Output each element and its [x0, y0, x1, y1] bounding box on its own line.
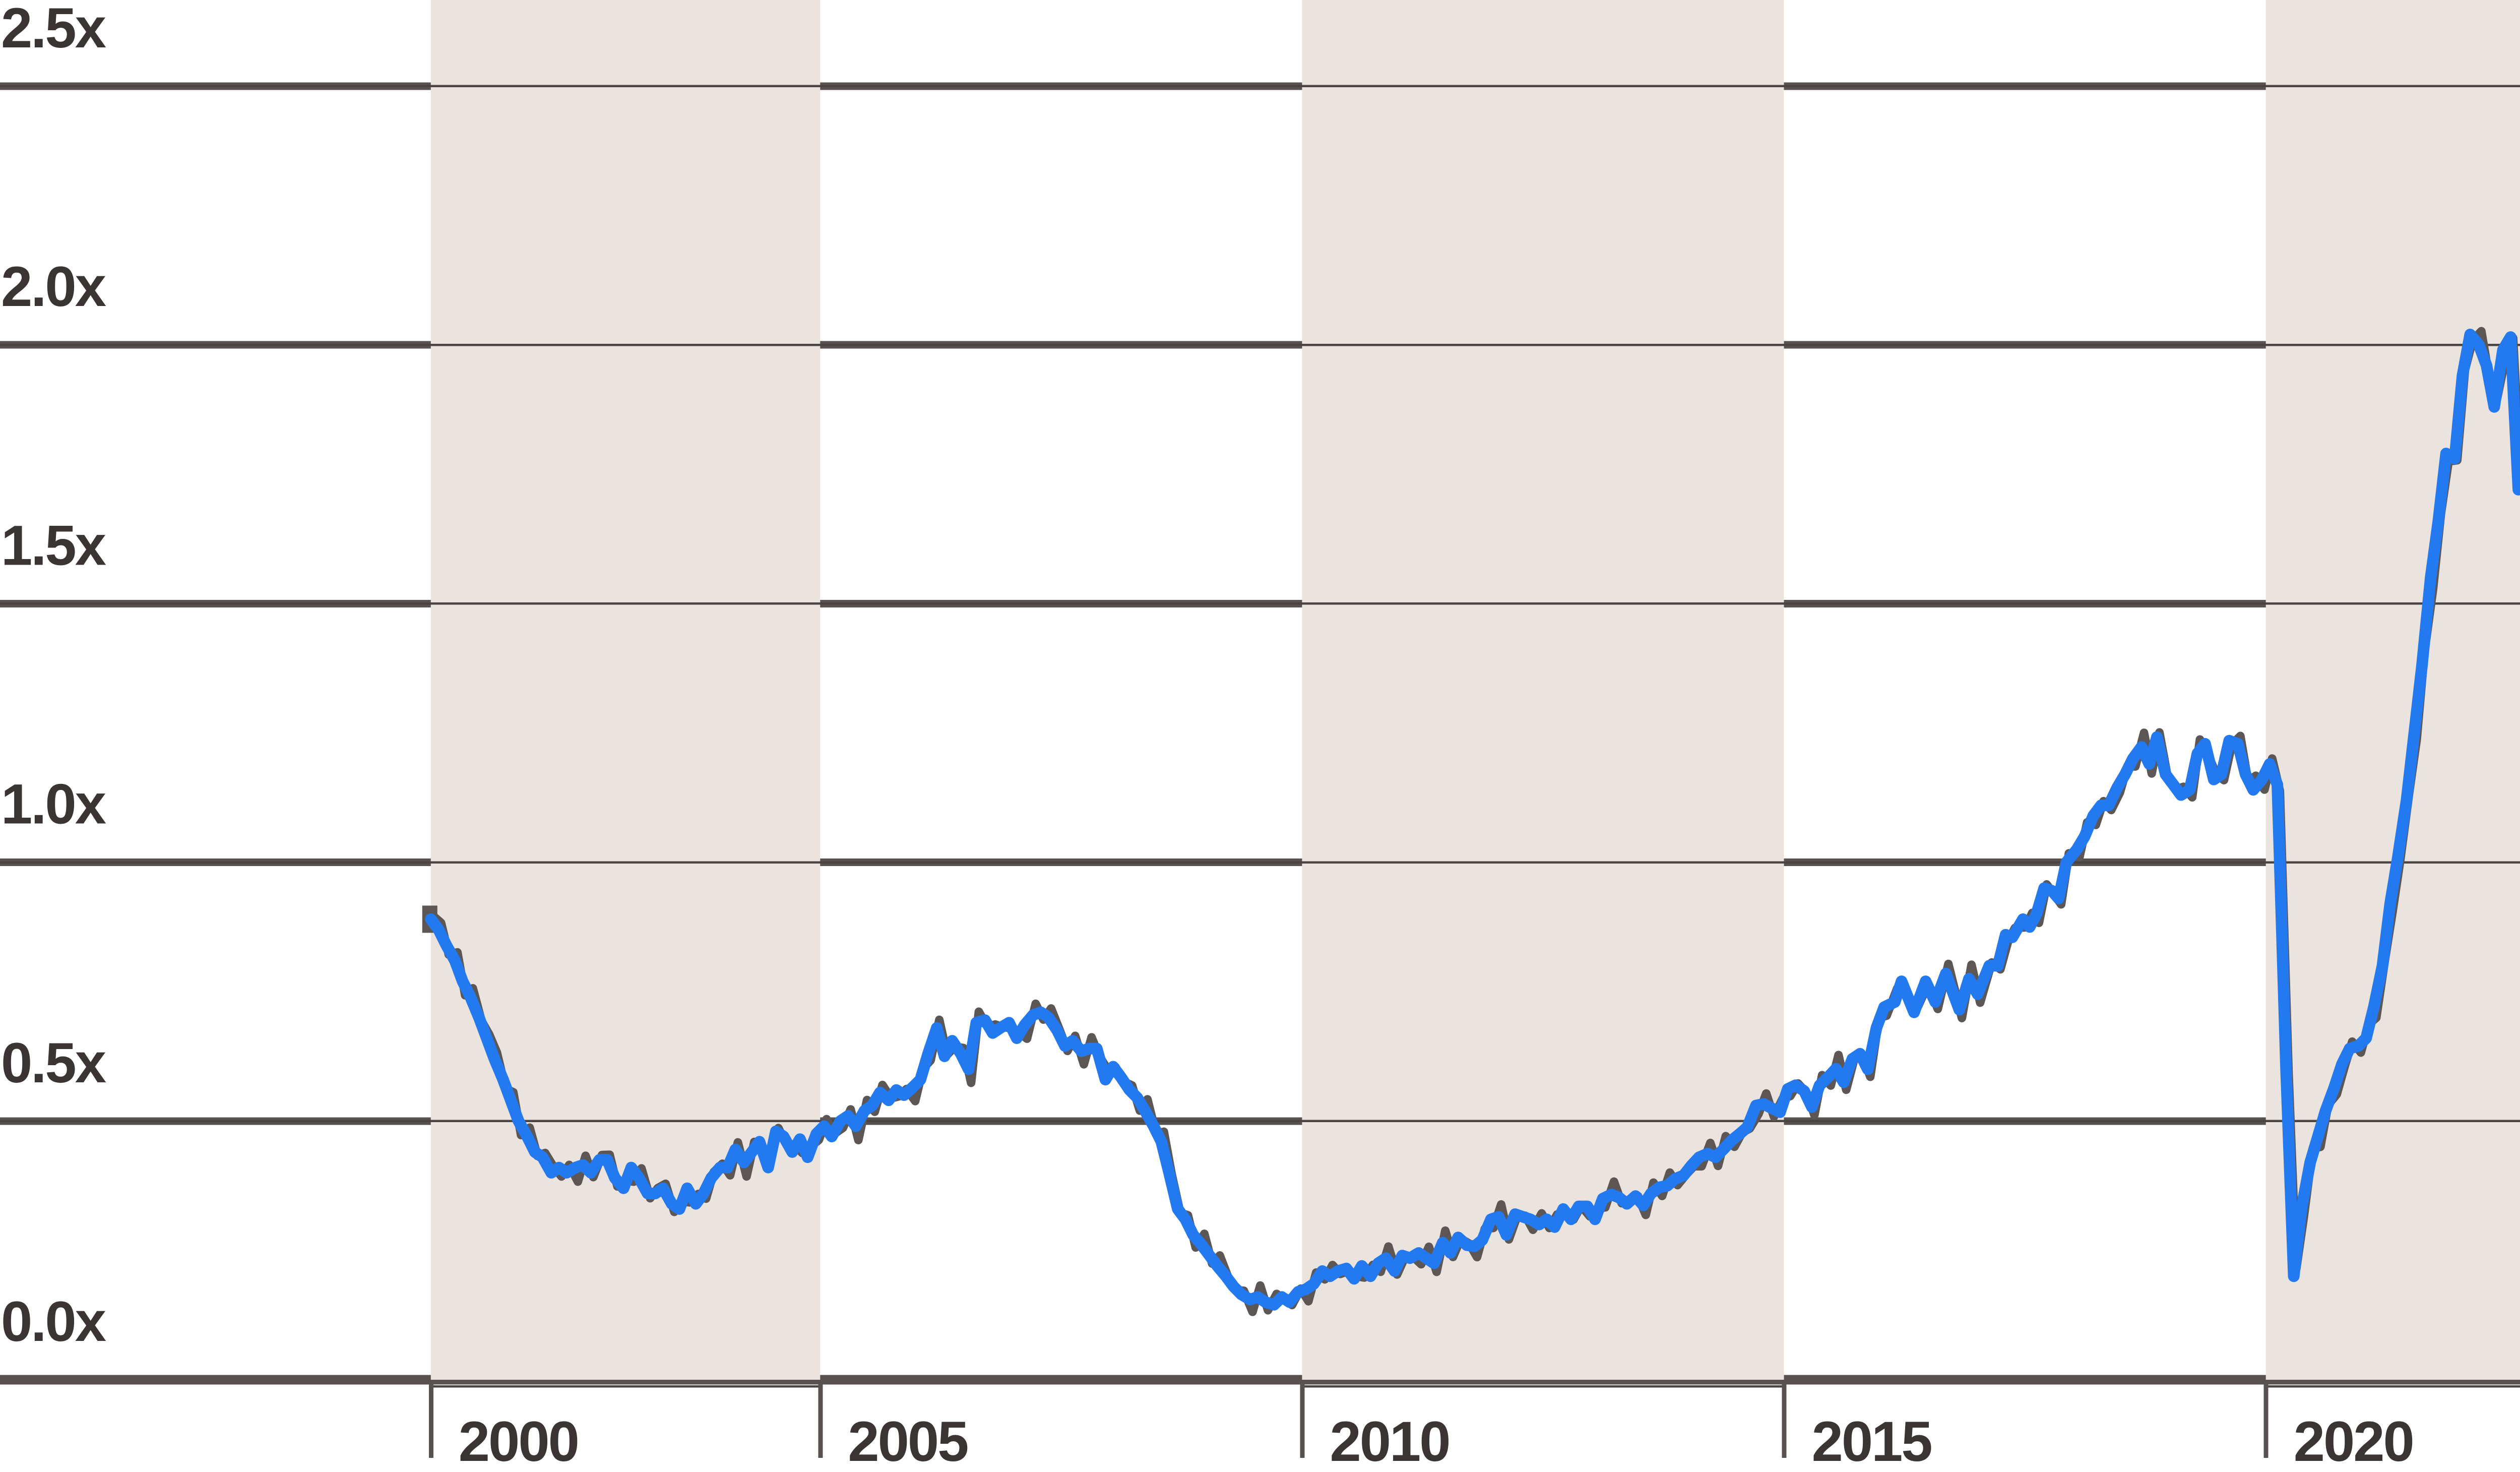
y-label-0.5x: 0.5x [1, 1031, 106, 1094]
gridline-thin-2 [0, 343, 2520, 346]
gridline-thin-1 [0, 861, 2520, 864]
gridlines-thin [0, 85, 2520, 1388]
gridline-thin-2.5 [0, 85, 2520, 88]
gridline-thick-0 [0, 1375, 2520, 1385]
gridline-thin-0.5 [0, 1120, 2520, 1123]
gridline-thin-0-seg1 [1302, 1385, 1784, 1388]
tick-2015 [1782, 1384, 1787, 1458]
x-axis-labels: 200020052010201520202025 [459, 1410, 2415, 1472]
tick-2005 [818, 1384, 823, 1458]
tick-2020 [2263, 1384, 2269, 1458]
gridline-thin-0-seg0 [430, 1385, 821, 1388]
band-1 [1302, 0, 1784, 1380]
x-label-2015: 2015 [1812, 1410, 1932, 1472]
x-label-2000: 2000 [459, 1410, 578, 1472]
x-label-2020: 2020 [2294, 1410, 2413, 1472]
y-label-1.0x: 1.0x [1, 773, 106, 836]
data-line-path [425, 329, 2520, 1311]
data-line [425, 329, 2520, 1311]
y-label-2.0x: 2.0x [1, 255, 106, 318]
y-label-1.5x: 1.5x [1, 514, 106, 577]
y-label-2.5x: 2.5x [1, 0, 106, 59]
x-axis-ticks [428, 1384, 2269, 1458]
tick-2000 [428, 1384, 433, 1458]
y-label-0.0x: 0.0x [1, 1290, 106, 1353]
tick-2010 [1300, 1384, 1305, 1458]
x-label-2010: 2010 [1330, 1410, 1449, 1472]
gridline-thin-1.5 [0, 602, 2520, 605]
gridline-thin-0-seg2 [2265, 1385, 2520, 1388]
x-label-2005: 2005 [848, 1410, 968, 1472]
y-axis-labels: 0.0x 0.5x 1.0x 1.5x 2.0x 2.5x [1, 0, 108, 1353]
